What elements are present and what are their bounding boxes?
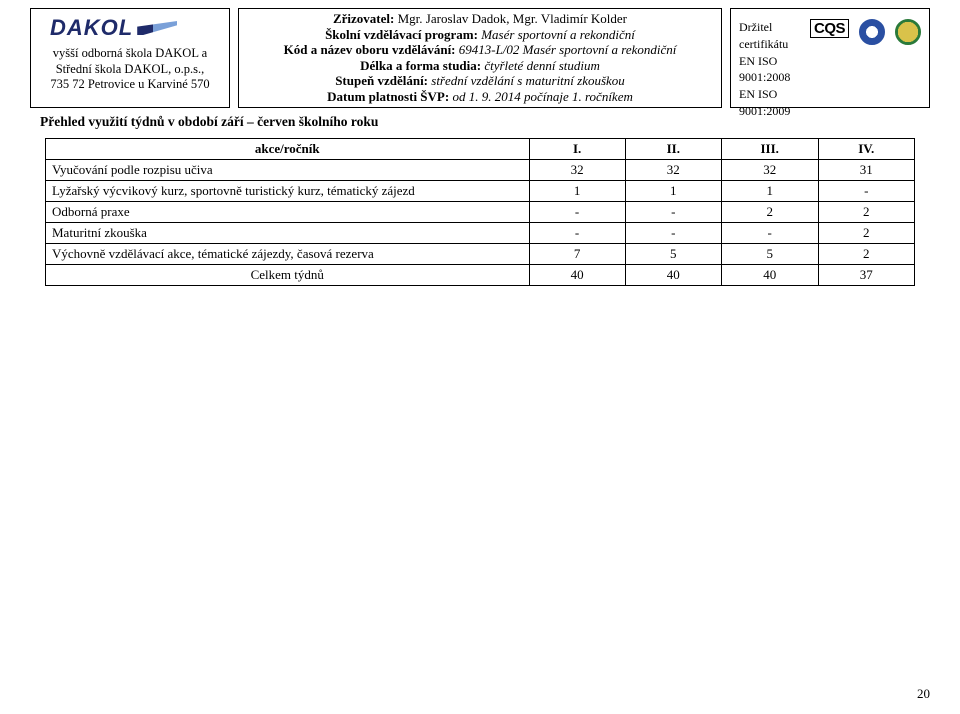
center-l6-val: od 1. 9. 2014 počínaje 1. ročníkem — [452, 89, 632, 104]
cert-t3: EN ISO 9001:2009 — [739, 86, 800, 120]
cell: 1 — [529, 181, 625, 202]
school-line1: vyšší odborná škola DAKOL a — [50, 46, 209, 62]
center-l1-label: Zřizovatel: — [333, 11, 394, 26]
cell: Lyžařský výcvikový kurz, sportovně turis… — [46, 181, 530, 202]
center-l6: Datum platnosti ŠVP: od 1. 9. 2014 počín… — [245, 89, 715, 105]
cell: 32 — [529, 160, 625, 181]
cert-badges2 — [859, 19, 885, 45]
cell: 31 — [818, 160, 914, 181]
cell: Maturitní zkouška — [46, 223, 530, 244]
center-l5: Stupeň vzdělání: střední vzdělání s matu… — [245, 73, 715, 89]
cert-badges3 — [895, 19, 921, 45]
school-line2: Střední škola DAKOL, o.p.s., — [50, 62, 209, 78]
cqs-badge-icon: CQS — [810, 19, 849, 38]
center-l4-label: Délka a forma studia: — [360, 58, 481, 73]
th-3: III. — [721, 139, 818, 160]
cell: Vyučování podle rozpisu učiva — [46, 160, 530, 181]
tf-3: 40 — [721, 265, 818, 286]
header-row: DAKOL vyšší odborná škola DAKOL a Středn… — [30, 8, 930, 108]
table-footer-row: Celkem týdnů 40 40 40 37 — [46, 265, 915, 286]
cell: 7 — [529, 244, 625, 265]
center-l3-val: 69413-L/02 Masér sportovní a rekondiční — [459, 42, 677, 57]
cert-badges: CQS — [810, 19, 849, 38]
center-l2: Školní vzdělávací program: Masér sportov… — [245, 27, 715, 43]
center-l5-label: Stupeň vzdělání: — [335, 73, 428, 88]
header-right-box: Držitel certifikátu EN ISO 9001:2008 EN … — [730, 8, 930, 108]
center-l5-val: střední vzdělání s maturitní zkouškou — [431, 73, 625, 88]
cell: 5 — [721, 244, 818, 265]
cell: 5 — [625, 244, 721, 265]
th-0: akce/ročník — [46, 139, 530, 160]
cell: 32 — [721, 160, 818, 181]
cell: 1 — [625, 181, 721, 202]
cell: - — [625, 202, 721, 223]
th-2: II. — [625, 139, 721, 160]
cert-text: Držitel certifikátu EN ISO 9001:2008 EN … — [739, 19, 800, 120]
cert-t2: EN ISO 9001:2008 — [739, 53, 800, 87]
center-l4: Délka a forma studia: čtyřleté denní stu… — [245, 58, 715, 74]
school-line3: 735 72 Petrovice u Karviné 570 — [50, 77, 209, 93]
cell: - — [529, 223, 625, 244]
tf-2: 40 — [625, 265, 721, 286]
logo-text: DAKOL — [50, 15, 133, 41]
cell: 1 — [721, 181, 818, 202]
center-l1-val: Mgr. Jaroslav Dadok, Mgr. Vladimír Kolde… — [398, 11, 627, 26]
center-l1: Zřizovatel: Mgr. Jaroslav Dadok, Mgr. Vl… — [245, 11, 715, 27]
cell: - — [818, 181, 914, 202]
table-row: Lyžařský výcvikový kurz, sportovně turis… — [46, 181, 915, 202]
cell: 2 — [818, 223, 914, 244]
school-lines: vyšší odborná škola DAKOL a Střední škol… — [50, 46, 209, 93]
tf-4: 37 — [818, 265, 914, 286]
table-header-row: akce/ročník I. II. III. IV. — [46, 139, 915, 160]
cell: - — [625, 223, 721, 244]
tf-1: 40 — [529, 265, 625, 286]
center-l3: Kód a název oboru vzdělávání: 69413-L/02… — [245, 42, 715, 58]
tf-0: Celkem týdnů — [46, 265, 530, 286]
iqnet-badge-icon — [859, 19, 885, 45]
header-center-box: Zřizovatel: Mgr. Jaroslav Dadok, Mgr. Vl… — [238, 8, 722, 108]
center-l2-label: Školní vzdělávací program: — [325, 27, 478, 42]
cell: 2 — [721, 202, 818, 223]
weeks-table: akce/ročník I. II. III. IV. Vyučování po… — [45, 138, 915, 286]
th-1: I. — [529, 139, 625, 160]
green-badge-icon — [895, 19, 921, 45]
cell: 32 — [625, 160, 721, 181]
th-4: IV. — [818, 139, 914, 160]
cell: Odborná praxe — [46, 202, 530, 223]
table-row: Odborná praxe - - 2 2 — [46, 202, 915, 223]
cell: - — [721, 223, 818, 244]
logo-box: DAKOL — [50, 13, 210, 43]
header-left-box: DAKOL vyšší odborná škola DAKOL a Středn… — [30, 8, 230, 108]
center-l6-label: Datum platnosti ŠVP: — [327, 89, 449, 104]
center-l2-val: Masér sportovní a rekondiční — [481, 27, 635, 42]
cert-t1: Držitel certifikátu — [739, 19, 800, 53]
page-number: 20 — [917, 686, 930, 702]
table-row: Vyučování podle rozpisu učiva 32 32 32 3… — [46, 160, 915, 181]
cell: - — [529, 202, 625, 223]
table-row: Výchovně vzdělávací akce, tématické záje… — [46, 244, 915, 265]
center-l4-val: čtyřleté denní studium — [484, 58, 600, 73]
cell: 2 — [818, 202, 914, 223]
center-l3-label: Kód a název oboru vzdělávání: — [284, 42, 456, 57]
logo-swoosh-icon — [137, 21, 177, 35]
dakol-logo: DAKOL — [50, 15, 177, 41]
table-row: Maturitní zkouška - - - 2 — [46, 223, 915, 244]
cell: Výchovně vzdělávací akce, tématické záje… — [46, 244, 530, 265]
cell: 2 — [818, 244, 914, 265]
page: DAKOL vyšší odborná škola DAKOL a Středn… — [0, 0, 960, 714]
